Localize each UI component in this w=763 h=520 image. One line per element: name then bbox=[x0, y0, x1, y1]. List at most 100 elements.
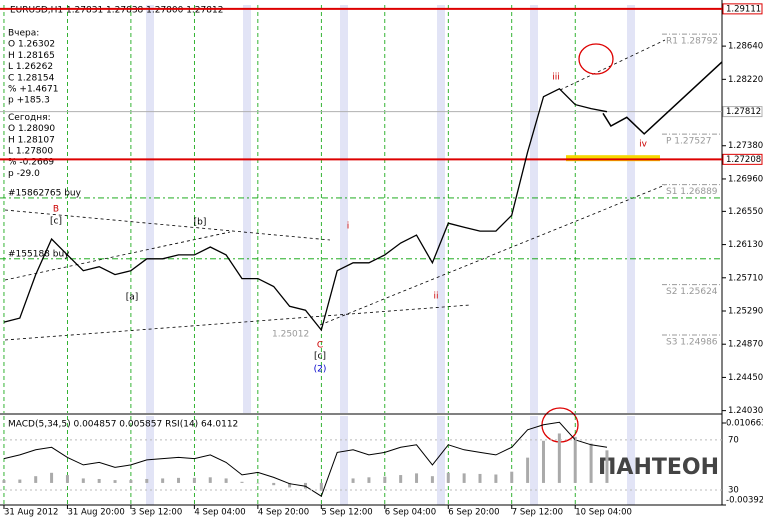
y-tick-label: 70 bbox=[728, 435, 739, 445]
macd-bar bbox=[367, 477, 371, 483]
info-text: p -29.0 bbox=[8, 169, 40, 179]
band bbox=[437, 416, 445, 505]
band bbox=[627, 416, 635, 505]
macd-bar bbox=[319, 482, 323, 491]
chart-title: EURUSD,H1 1.27831 1.27838 1.27800 1.2781… bbox=[10, 6, 223, 16]
x-tick-label: 5 Sep 12:00 bbox=[321, 508, 372, 518]
price-box bbox=[722, 3, 763, 15]
macd-bar bbox=[446, 472, 450, 483]
pivot-label: S3 1.24986 bbox=[666, 338, 718, 348]
macd-bar bbox=[2, 480, 6, 483]
price-line bbox=[602, 61, 723, 135]
y-tick-label: 1.26550 bbox=[728, 207, 763, 217]
pivot-label: S2 1.25624 bbox=[666, 287, 718, 297]
wave-label: iv bbox=[639, 140, 648, 150]
x-tick-label: 6 Sep 20:00 bbox=[448, 508, 499, 518]
trend-line bbox=[559, 39, 666, 91]
macd-bar bbox=[494, 474, 498, 483]
wave-label: [c] bbox=[50, 217, 62, 227]
macd-bar bbox=[113, 480, 117, 483]
price-box bbox=[722, 153, 763, 165]
macd-bar bbox=[351, 478, 355, 483]
macd-bar bbox=[288, 482, 292, 488]
info-text: p +185.3 bbox=[8, 96, 50, 106]
band bbox=[340, 416, 348, 505]
wave-label: [c] bbox=[314, 352, 326, 362]
macd-bar bbox=[224, 478, 228, 483]
macd-bar bbox=[50, 472, 54, 483]
y-tick-label: 1.25710 bbox=[728, 273, 763, 283]
pivot-label: P 1.27527 bbox=[666, 137, 712, 147]
macd-bar bbox=[240, 481, 244, 483]
pivot-label: S1 1.26889 bbox=[666, 187, 718, 197]
target-zone bbox=[566, 155, 660, 162]
x-tick-label: 4 Sep 20:00 bbox=[258, 508, 309, 518]
wave-label: (2) bbox=[314, 365, 327, 375]
wave-label: [b] bbox=[194, 218, 207, 228]
info-text: H 1.28165 bbox=[8, 51, 55, 61]
info-text: Вчера: bbox=[8, 29, 39, 39]
band bbox=[146, 5, 154, 413]
macd-bar bbox=[526, 457, 530, 483]
macd-bar bbox=[192, 477, 196, 483]
info-text: Сегодня: bbox=[8, 113, 51, 123]
trend-line bbox=[319, 184, 666, 326]
band bbox=[243, 5, 251, 413]
macd-bar bbox=[161, 478, 165, 483]
macd-bar bbox=[557, 433, 561, 483]
y-tick-label: 30 bbox=[728, 485, 739, 495]
trend-line bbox=[4, 209, 331, 241]
macd-bar bbox=[541, 440, 545, 483]
y-tick-label: -0.003928 bbox=[726, 496, 763, 506]
band bbox=[146, 416, 154, 505]
low-label: 1.25012 bbox=[272, 330, 309, 340]
macd-bar bbox=[272, 482, 276, 486]
wave-label: i bbox=[347, 222, 350, 232]
price-line bbox=[3, 88, 608, 332]
info-text: O 1.28090 bbox=[8, 124, 55, 134]
y-tick-label: 1.24450 bbox=[728, 373, 763, 383]
macd-bar bbox=[510, 471, 514, 483]
price-box-label: 1.29111 bbox=[726, 4, 761, 14]
price-box-label: 1.27812 bbox=[726, 107, 761, 117]
macd-bar bbox=[430, 476, 434, 483]
x-tick-label: 3 Sep 12:00 bbox=[131, 508, 182, 518]
info-text: % -0.2669 bbox=[8, 158, 54, 168]
logo: ПАНТЕОН bbox=[598, 455, 719, 480]
session-bands bbox=[146, 5, 635, 505]
macd-bar bbox=[129, 480, 133, 483]
price-box bbox=[722, 106, 763, 118]
y-tick-label: 0.010663 bbox=[726, 419, 763, 429]
highlight-circle bbox=[578, 43, 614, 75]
y-tick-label: 1.24030 bbox=[728, 406, 763, 416]
macd-bar bbox=[573, 436, 577, 483]
wave-label: ii bbox=[433, 292, 438, 302]
wave-label: B bbox=[53, 205, 59, 215]
macd-bar bbox=[97, 478, 101, 483]
macd-bar bbox=[462, 473, 466, 483]
band bbox=[530, 5, 538, 413]
info-text: H 1.28107 bbox=[8, 135, 55, 145]
band bbox=[340, 5, 348, 413]
info-text: L 1.26262 bbox=[8, 62, 53, 72]
x-tick-label: 4 Sep 04:00 bbox=[194, 508, 245, 518]
y-tick-label: 1.28640 bbox=[728, 42, 763, 52]
y-tick-label: 1.26960 bbox=[728, 174, 763, 184]
y-tick-label: 1.26130 bbox=[728, 240, 763, 250]
y-tick-label: 1.27380 bbox=[728, 141, 763, 151]
band bbox=[627, 5, 635, 413]
macd-bar bbox=[18, 479, 22, 483]
wave-label: C bbox=[317, 341, 323, 351]
macd-bar bbox=[399, 475, 403, 483]
order-label: #155188 buy bbox=[8, 249, 70, 259]
wave-label: [a] bbox=[126, 293, 139, 303]
info-text: O 1.26302 bbox=[8, 40, 55, 50]
macd-bar bbox=[415, 473, 419, 483]
macd-bar bbox=[177, 477, 181, 483]
price-box-label: 1.27208 bbox=[726, 155, 761, 165]
macd-bar bbox=[65, 475, 69, 483]
macd-bar bbox=[145, 478, 149, 483]
macd-bar bbox=[605, 450, 609, 483]
